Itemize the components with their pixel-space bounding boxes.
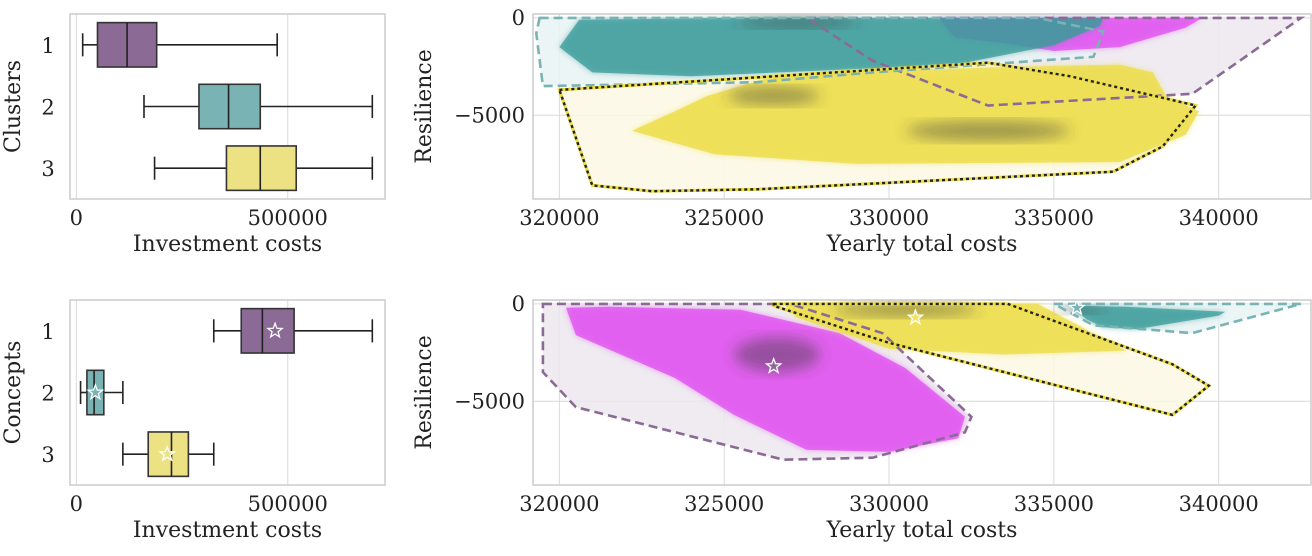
axes-frame <box>532 299 1312 486</box>
box-2 <box>79 369 124 416</box>
box-1 <box>212 307 374 354</box>
axes-frame <box>69 13 386 200</box>
box-1 <box>81 21 278 68</box>
x-axis-label: Yearly total costs <box>826 518 1018 543</box>
xtick-label: 335000 <box>1014 206 1094 230</box>
kde-inner <box>559 17 1104 77</box>
mean-star-marker <box>86 383 105 401</box>
x-axis-label: Investment costs <box>133 232 322 257</box>
xtick-label: 500000 <box>248 206 328 230</box>
hull-edge-dash <box>557 61 1198 193</box>
y-axis-label: Resilience <box>412 49 437 164</box>
hull-outline-cluster-1 <box>541 302 973 462</box>
hull-edge-dash <box>802 16 1306 107</box>
xtick-label: 330000 <box>849 206 929 230</box>
y-axis-label: Clusters <box>1 60 26 153</box>
box-3 <box>153 145 374 192</box>
ytick-label: 3 <box>41 443 54 467</box>
plot-area <box>534 15 1306 193</box>
x-axis-label: Yearly total costs <box>826 232 1018 257</box>
xtick-label: 325000 <box>684 206 764 230</box>
xtick-label: 320000 <box>519 492 599 516</box>
ytick-label: −5000 <box>454 103 525 127</box>
xtick-label: 320000 <box>519 206 599 230</box>
hull-outline-cluster-1 <box>802 16 1306 107</box>
scatter-density-panel-1: 320000 325000 330000 335000 340000 −5000 0 Year… <box>412 6 1312 257</box>
ytick-label: 0 <box>512 292 525 316</box>
kde-density-cluster-1 <box>566 306 965 452</box>
xtick-label: 335000 <box>1014 492 1094 516</box>
kde-density-cluster-2 <box>559 17 1104 77</box>
box-iqr <box>225 145 298 192</box>
mean-star-marker <box>158 444 177 462</box>
kde-density-core <box>832 302 979 317</box>
ytick-label: 1 <box>41 320 54 344</box>
xtick-label: 330000 <box>849 492 929 516</box>
hull-outline-cluster-2 <box>534 16 1106 88</box>
xtick-label: 325000 <box>684 492 764 516</box>
hull-outline-cluster-3 <box>557 61 1199 193</box>
mean-star-marker <box>266 321 284 339</box>
kde-density-core <box>727 87 820 105</box>
hull-edge-dash <box>772 302 1211 417</box>
kde-inner <box>1070 305 1226 330</box>
ytick-label: 0 <box>512 6 525 30</box>
scatter-density-panel-3: 320000 325000 330000 335000 340000 −5000 0 Year… <box>412 292 1312 543</box>
ytick-label: 3 <box>41 157 54 181</box>
y-axis-label: Resilience <box>412 335 437 450</box>
box-2 <box>143 83 374 130</box>
kde-density-cluster-2 <box>1070 305 1226 330</box>
ytick-label: 2 <box>41 382 54 406</box>
xtick-label: 500000 <box>248 492 328 516</box>
xtick-label: 340000 <box>1179 492 1259 516</box>
xtick-label: 340000 <box>1179 206 1259 230</box>
hull-outline-cluster-3 <box>772 302 1212 417</box>
x-axis-label: Investment costs <box>133 518 322 543</box>
centroid-star-cluster-1 <box>764 356 783 374</box>
xtick-label: 0 <box>70 492 83 516</box>
axes-frame <box>532 13 1312 200</box>
hull-edge-dash <box>534 16 1106 88</box>
kde-density-core <box>905 121 1071 141</box>
ytick-label: −5000 <box>454 389 525 413</box>
box-3 <box>122 431 215 478</box>
centroid-star-cluster-2 <box>1068 300 1086 316</box>
kde-inner <box>566 306 965 452</box>
axes-frame <box>69 299 386 486</box>
xtick-label: 0 <box>70 206 83 230</box>
ytick-label: 1 <box>41 34 54 58</box>
box-iqr <box>198 83 262 130</box>
kde-density-core <box>734 337 820 373</box>
hull-edge-dash <box>541 302 973 462</box>
centroid-star-cluster-3 <box>906 308 925 326</box>
plot-area <box>541 300 1302 462</box>
ytick-label: 2 <box>41 96 54 120</box>
y-axis-label: Concepts <box>1 341 26 445</box>
box-iqr <box>240 307 295 354</box>
